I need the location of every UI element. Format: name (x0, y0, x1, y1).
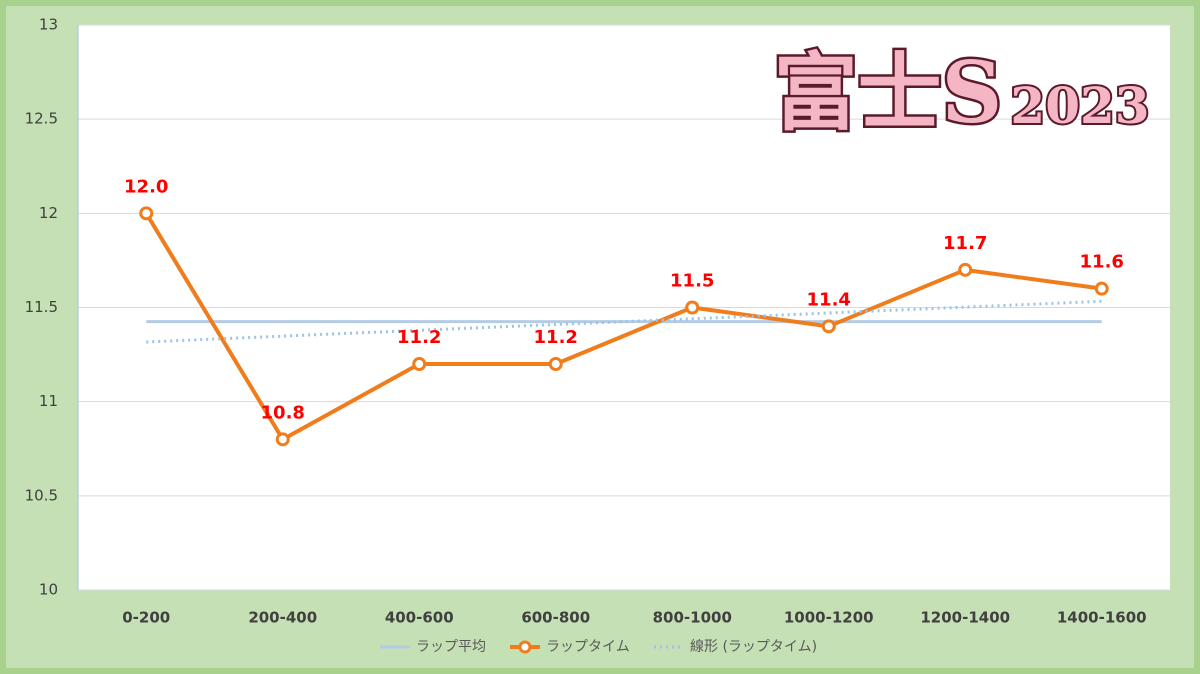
legend-label: ラップタイム (546, 639, 630, 655)
chart-title: 富士S (774, 43, 1003, 142)
y-tick-label: 11 (39, 392, 58, 410)
data-point (958, 262, 973, 277)
legend-label: ラップ平均 (416, 639, 486, 655)
data-label: 11.2 (534, 327, 578, 348)
x-tick-label: 0-200 (122, 609, 170, 627)
series-line (144, 212, 1103, 442)
x-tick-label: 600-800 (521, 609, 590, 627)
y-tick-label: 11.5 (25, 298, 58, 316)
x-tick-label: 200-400 (248, 609, 317, 627)
data-point (548, 357, 563, 371)
data-point (1094, 281, 1109, 296)
data-point (275, 432, 290, 447)
chart-subtitle: 2023 (1010, 76, 1149, 135)
y-tick-label: 12 (39, 204, 58, 222)
legend-label: 線形 (ラップタイム) (690, 639, 817, 655)
data-point (685, 300, 700, 315)
y-tick-label: 12.5 (25, 110, 58, 128)
data-label: 11.4 (807, 289, 851, 310)
legend-marker (518, 640, 532, 654)
x-tick-label: 1400-1600 (1057, 609, 1147, 627)
x-tick-label: 800-1000 (653, 609, 732, 627)
x-tick-label: 1000-1200 (784, 609, 874, 627)
data-label: 11.6 (1080, 252, 1124, 273)
data-label: 11.7 (943, 233, 987, 254)
data-label: 11.2 (397, 327, 441, 348)
data-label: 11.5 (670, 271, 714, 292)
x-tick-label: 1200-1400 (920, 609, 1010, 627)
data-point (821, 319, 836, 334)
x-tick-label: 400-600 (385, 609, 454, 627)
data-label: 10.8 (261, 402, 305, 423)
y-tick-label: 13 (39, 16, 58, 34)
data-point (412, 357, 427, 371)
y-tick-label: 10 (39, 581, 58, 599)
y-tick-label: 10.5 (25, 486, 58, 504)
data-point (139, 206, 154, 221)
data-label: 12.0 (124, 176, 168, 197)
